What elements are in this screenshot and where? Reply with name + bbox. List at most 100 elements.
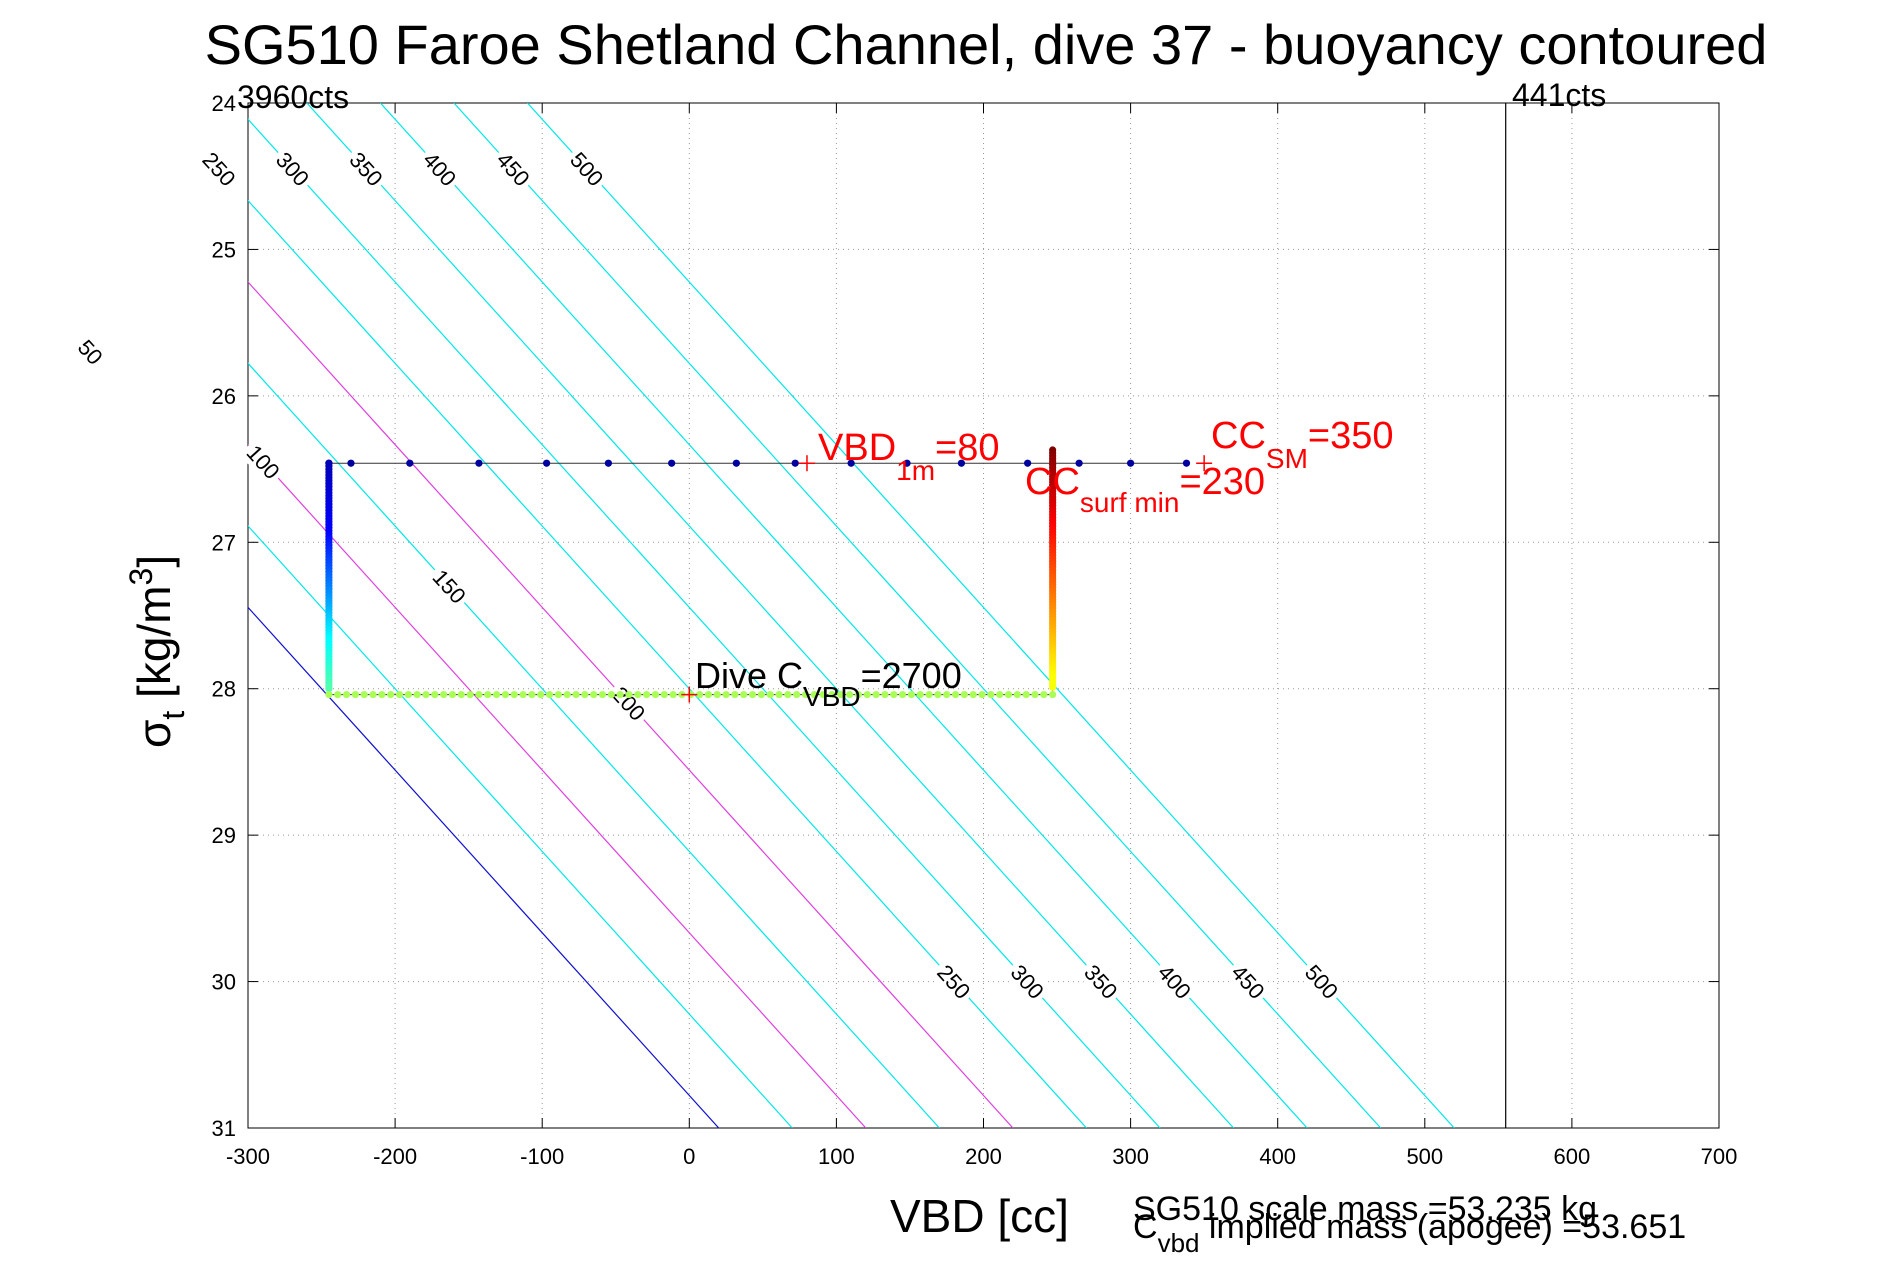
dive-point — [669, 690, 677, 699]
annotation-cc-surf-min-sub: surf min — [1080, 487, 1180, 518]
dive-point — [360, 690, 368, 699]
dive-point — [934, 690, 942, 699]
y-tick-label: 27 — [212, 530, 236, 555]
dive-point — [1075, 459, 1083, 467]
dive-point — [722, 690, 730, 699]
dive-point — [837, 690, 845, 699]
annotation-cc-surf-min: CCsurf min=230 — [1025, 461, 1265, 518]
dive-point — [598, 690, 607, 699]
dive-point — [563, 690, 571, 699]
y-tick-label: 26 — [212, 384, 236, 409]
y-axis-label: σt [kg/m3] — [123, 555, 191, 748]
dive-point — [668, 459, 676, 467]
contour-label-bg — [415, 143, 465, 194]
annotation-cc-sm: CCSM=350 — [1211, 415, 1393, 474]
dive-point — [590, 690, 598, 699]
dive-point — [846, 690, 854, 699]
axis-ticks: -300 -200 -100 0 100 200 300 400 500 600 700 24 25 26… — [212, 91, 1738, 1169]
count-label-left: 3960cts — [237, 79, 349, 115]
dive-point — [951, 690, 960, 699]
dive-point — [604, 459, 612, 467]
y-tick-label: 29 — [212, 823, 236, 848]
contour-line — [248, 443, 867, 1128]
dive-point — [351, 690, 359, 699]
dive-point — [1049, 683, 1057, 691]
dive-point — [881, 690, 889, 699]
contour-label-bg — [489, 143, 538, 194]
dive-point — [996, 690, 1004, 699]
dive-point — [342, 690, 351, 699]
annotation-cc-sm-sub: SM — [1266, 443, 1308, 474]
contour-label-bg — [425, 561, 474, 612]
contour-line — [527, 103, 1455, 1128]
dive-point — [484, 690, 492, 699]
x-tick-label: -300 — [226, 1144, 270, 1169]
dive-point — [651, 690, 660, 699]
dive-point — [475, 690, 483, 699]
dive-point — [325, 685, 333, 693]
dive-point — [660, 690, 668, 699]
dive-point — [863, 690, 871, 699]
y-axis-label-sub: t — [155, 711, 191, 720]
annotation-cc-sm-tail: =350 — [1308, 415, 1394, 457]
dive-point — [957, 459, 966, 467]
dive-point — [1127, 459, 1135, 467]
contour-line — [248, 606, 720, 1128]
dive-point — [987, 690, 995, 699]
plot-area — [247, 102, 1720, 1129]
dive-point — [854, 690, 863, 699]
annotation-dive-c-tail: =2700 — [861, 655, 962, 696]
contour-label-bg — [239, 436, 288, 487]
dive-point — [801, 690, 810, 699]
dive-point — [616, 690, 624, 699]
y-tick-label: 24 — [212, 91, 236, 116]
dive-point — [431, 690, 439, 699]
x-tick-label: 400 — [1259, 1144, 1296, 1169]
y-tick-label: 28 — [212, 677, 236, 702]
contour-label-bg — [1297, 956, 1347, 1007]
contour-line — [379, 103, 1308, 1128]
dive-point — [978, 690, 986, 699]
x-tick-label: -100 — [520, 1144, 564, 1169]
contour-label-bg — [562, 143, 612, 194]
dive-point — [960, 690, 968, 699]
dive-point — [1022, 690, 1030, 699]
contour-line — [248, 118, 1161, 1128]
contour-line — [248, 362, 940, 1128]
x-tick-label: 500 — [1406, 1144, 1443, 1169]
dive-point — [395, 690, 404, 699]
contour-label-bg — [1003, 956, 1053, 1007]
x-tick-label: 700 — [1701, 1144, 1738, 1169]
contour-line — [306, 103, 1235, 1128]
dive-point — [545, 690, 554, 699]
footer-scale-mass: SG510 scale mass =53.235 kg — [1133, 1190, 1597, 1228]
x-tick-label: 100 — [818, 1144, 855, 1169]
x-axis-label: VBD [cc] — [890, 1190, 1069, 1242]
dive-point — [898, 690, 907, 699]
chart-title: SG510 Faroe Shetland Channel, dive 37 - … — [205, 13, 1768, 76]
dive-point — [704, 690, 713, 699]
dive-series — [325, 446, 1191, 699]
contour-line — [453, 103, 1382, 1128]
dive-point — [325, 690, 333, 699]
dive-point — [1024, 459, 1032, 467]
dive-point — [740, 690, 748, 699]
dive-point — [475, 459, 483, 467]
dive-point — [537, 690, 545, 699]
dive-point — [732, 459, 740, 467]
y-axis-label-units: [kg/m — [128, 585, 180, 710]
dive-point — [748, 690, 757, 699]
count-label-right: 441cts — [1512, 77, 1606, 113]
x-tick-label: 600 — [1554, 1144, 1591, 1169]
dive-point — [907, 690, 916, 699]
dive-point — [554, 690, 562, 699]
dive-point — [1031, 690, 1039, 699]
dive-point — [404, 690, 412, 699]
dive-point — [916, 690, 924, 699]
dive-point — [766, 690, 774, 699]
dive-point — [793, 690, 801, 699]
dive-point — [1182, 459, 1191, 467]
dive-point — [519, 690, 527, 699]
y-axis-label-sigma: σ — [128, 720, 180, 748]
dive-point — [378, 690, 386, 699]
